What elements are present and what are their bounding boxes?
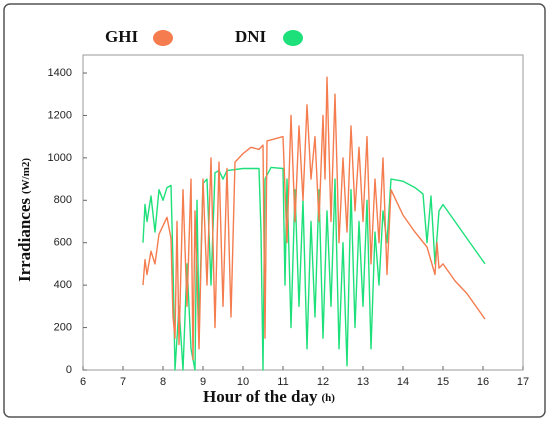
legend-marker bbox=[153, 30, 173, 46]
y-tick-label: 1000 bbox=[48, 152, 72, 164]
series-line bbox=[142, 166, 486, 371]
y-axis-label: Irradiances (W/m2) bbox=[15, 158, 34, 282]
x-axis-label: Hour of the day (h) bbox=[203, 387, 335, 406]
y-tick-label: 800 bbox=[54, 194, 72, 206]
x-tick-label: 6 bbox=[80, 376, 86, 388]
x-tick-label: 11 bbox=[277, 376, 288, 388]
x-tick-label: 12 bbox=[317, 376, 329, 388]
x-tick-label: 13 bbox=[357, 376, 369, 388]
x-tick-label: 17 bbox=[517, 376, 529, 388]
x-tick-label: 10 bbox=[237, 376, 249, 388]
x-tick-label: 7 bbox=[120, 376, 126, 388]
legend-label: GHI bbox=[105, 27, 138, 46]
y-tick-label: 1400 bbox=[48, 67, 72, 79]
legend-marker bbox=[283, 30, 303, 46]
y-tick-label: 1200 bbox=[48, 109, 72, 121]
y-tick-label: 400 bbox=[54, 279, 72, 291]
x-tick-label: 15 bbox=[437, 376, 449, 388]
y-tick-label: 600 bbox=[54, 237, 72, 249]
series-line bbox=[142, 76, 486, 361]
x-tick-label: 16 bbox=[477, 376, 489, 388]
x-tick-label: 9 bbox=[200, 376, 206, 388]
x-tick-label: 14 bbox=[397, 376, 409, 388]
y-tick-label: 0 bbox=[66, 364, 72, 376]
x-tick-label: 8 bbox=[160, 376, 166, 388]
y-tick-label: 200 bbox=[54, 321, 72, 333]
legend-label: DNI bbox=[235, 27, 267, 46]
